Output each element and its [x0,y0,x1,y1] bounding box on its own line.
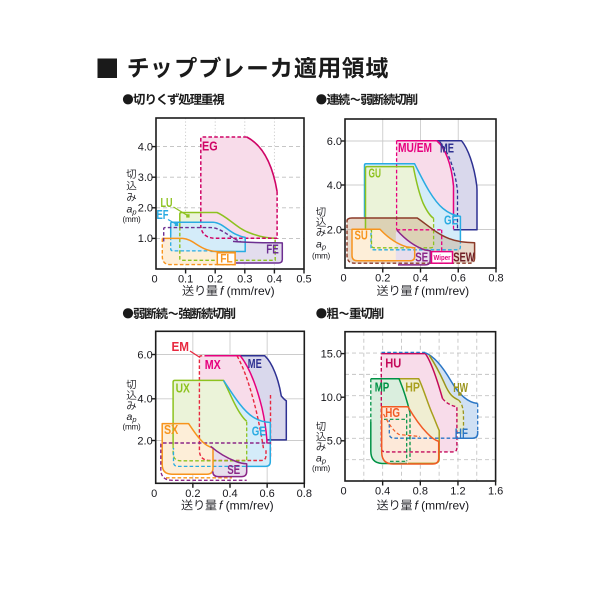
svg-text:MU/EM: MU/EM [398,141,432,155]
svg-text:0: 0 [151,274,157,286]
svg-text:1.0: 1.0 [138,233,153,245]
svg-text:ME: ME [248,357,262,371]
svg-text:SE: SE [415,250,428,264]
svg-text:MP: MP [375,381,390,395]
svg-text:2.0: 2.0 [327,224,342,236]
svg-text:6.0: 6.0 [137,349,152,361]
svg-text:HW: HW [453,381,468,395]
svg-text:2.0: 2.0 [138,203,153,215]
svg-text:0.8: 0.8 [297,488,312,500]
svg-text:(mm): (mm) [123,215,141,224]
svg-text:10.0: 10.0 [321,392,342,404]
svg-text:1.6: 1.6 [488,486,503,498]
svg-text:ME: ME [440,142,454,156]
svg-text:f (mm/rev): f (mm/rev) [415,284,470,298]
svg-text:HF: HF [455,427,469,441]
svg-text:SE: SE [227,463,240,477]
svg-text:(mm): (mm) [312,252,330,261]
svg-text:GU: GU [369,167,382,181]
svg-text:HU: HU [385,357,401,371]
svg-text:ap: ap [126,411,136,424]
svg-text:ap: ap [126,204,136,217]
svg-text:EG: EG [202,140,218,154]
svg-text:0.2: 0.2 [208,274,223,286]
svg-text:GE: GE [252,425,266,439]
svg-text:(mm): (mm) [123,423,141,432]
svg-text:0.4: 0.4 [267,274,282,286]
svg-text:0: 0 [340,486,346,498]
svg-text:SEW: SEW [453,251,475,265]
svg-text:0.4: 0.4 [413,273,428,285]
svg-text:GE: GE [444,214,458,228]
svg-text:5.0: 5.0 [327,436,342,448]
svg-text:15.0: 15.0 [321,348,342,360]
svg-text:0.8: 0.8 [413,486,428,498]
svg-text:1.2: 1.2 [450,486,465,498]
svg-text:SX: SX [164,423,179,437]
svg-text:0.4: 0.4 [375,486,390,498]
svg-text:Wiper: Wiper [434,253,451,262]
svg-text:0.5: 0.5 [296,274,311,286]
svg-text:ap: ap [316,239,326,252]
svg-text:4.0: 4.0 [327,180,342,192]
svg-text:EF: EF [157,208,169,222]
svg-text:f (mm/rev): f (mm/rev) [415,499,470,513]
svg-text:0.1: 0.1 [178,274,193,286]
svg-text:0.2: 0.2 [375,273,390,285]
svg-text:0.6: 0.6 [451,273,466,285]
svg-text:0.8: 0.8 [488,273,503,285]
svg-text:0.2: 0.2 [185,488,200,500]
svg-text:0.4: 0.4 [222,488,237,500]
svg-text:HG: HG [385,406,400,420]
svg-text:0: 0 [151,488,157,500]
svg-text:2.0: 2.0 [137,435,152,447]
svg-text:0.3: 0.3 [237,274,252,286]
svg-text:SU: SU [355,229,368,243]
svg-text:3.0: 3.0 [138,172,153,184]
svg-text:FL: FL [220,251,233,265]
svg-text:f (mm/rev): f (mm/rev) [220,284,275,298]
svg-text:LU: LU [161,196,173,210]
svg-text:HP: HP [405,381,420,395]
svg-text:4.0: 4.0 [137,394,152,406]
svg-text:f (mm/rev): f (mm/rev) [219,499,274,513]
svg-text:0.6: 0.6 [260,488,275,500]
svg-text:EM: EM [172,340,190,354]
svg-text:(mm): (mm) [312,464,330,473]
svg-text:ap: ap [316,453,326,466]
svg-text:UX: UX [176,382,191,396]
svg-text:0: 0 [340,273,346,285]
svg-text:6.0: 6.0 [327,136,342,148]
svg-text:FE: FE [266,243,279,257]
svg-text:MX: MX [205,358,222,372]
svg-text:4.0: 4.0 [138,141,153,153]
